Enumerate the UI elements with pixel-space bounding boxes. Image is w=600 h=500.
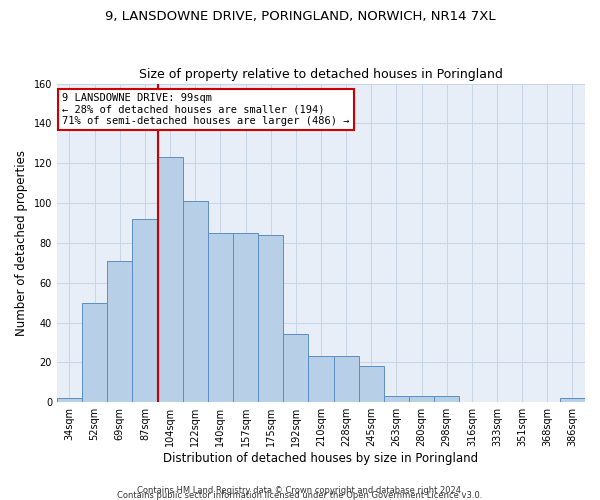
Text: 9 LANSDOWNE DRIVE: 99sqm
← 28% of detached houses are smaller (194)
71% of semi-: 9 LANSDOWNE DRIVE: 99sqm ← 28% of detach…: [62, 93, 350, 126]
Title: Size of property relative to detached houses in Poringland: Size of property relative to detached ho…: [139, 68, 503, 81]
Bar: [57, 398, 82, 402]
Bar: [133, 219, 158, 402]
Bar: [434, 396, 459, 402]
Bar: [182, 201, 208, 402]
Bar: [359, 366, 384, 402]
Text: Contains public sector information licensed under the Open Government Licence v3: Contains public sector information licen…: [118, 490, 482, 500]
Bar: [384, 396, 409, 402]
Bar: [82, 302, 107, 402]
Y-axis label: Number of detached properties: Number of detached properties: [15, 150, 28, 336]
Bar: [158, 157, 182, 402]
Bar: [208, 233, 233, 402]
X-axis label: Distribution of detached houses by size in Poringland: Distribution of detached houses by size …: [163, 452, 479, 465]
Text: Contains HM Land Registry data © Crown copyright and database right 2024.: Contains HM Land Registry data © Crown c…: [137, 486, 463, 495]
Bar: [233, 233, 258, 402]
Bar: [308, 356, 334, 402]
Text: 9, LANSDOWNE DRIVE, PORINGLAND, NORWICH, NR14 7XL: 9, LANSDOWNE DRIVE, PORINGLAND, NORWICH,…: [104, 10, 496, 23]
Bar: [258, 235, 283, 402]
Bar: [560, 398, 585, 402]
Bar: [283, 334, 308, 402]
Bar: [409, 396, 434, 402]
Bar: [334, 356, 359, 402]
Bar: [107, 261, 133, 402]
